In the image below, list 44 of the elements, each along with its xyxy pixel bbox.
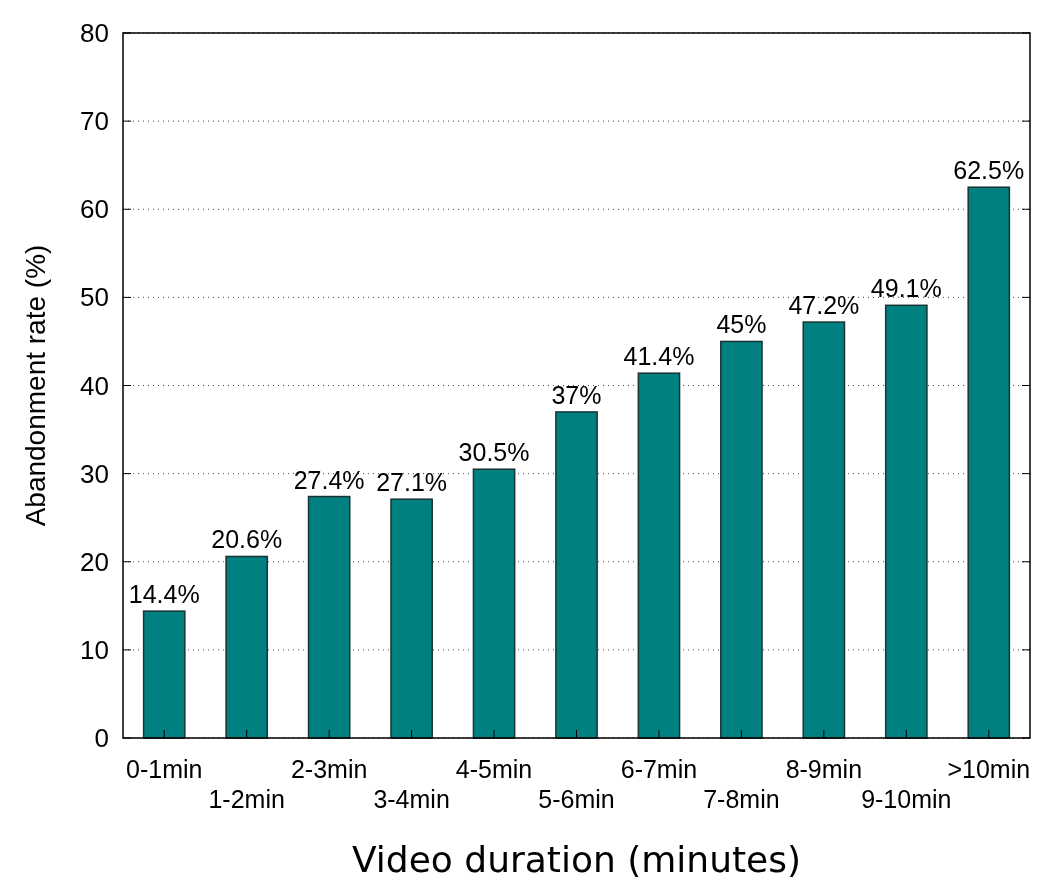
y-tick-label: 40	[80, 370, 109, 401]
y-tick-label: 20	[80, 546, 109, 577]
bar	[555, 411, 598, 739]
bar	[225, 555, 269, 739]
data-label: 62.5%	[953, 156, 1025, 185]
y-tick-label: 70	[80, 106, 109, 137]
y-tick-label: 80	[80, 18, 109, 49]
y-tick-label: 10	[80, 634, 109, 665]
x-tick-label: 1-2min	[208, 785, 285, 813]
data-label: 49.1%	[870, 274, 942, 303]
x-tick-label: 6-7min	[620, 755, 698, 783]
bar	[802, 321, 846, 739]
x-tick-label: 5-6min	[538, 785, 615, 813]
y-tick-label: 0	[94, 723, 109, 754]
y-axis-title: Abandonment rate (%)	[20, 244, 51, 527]
data-label: 20.6%	[211, 525, 283, 554]
x-tick-label: 8-9min	[785, 755, 863, 783]
data-label: 45%	[716, 310, 767, 339]
x-axis-title: Video duration (minutes)	[351, 839, 802, 880]
data-label: 14.4%	[128, 580, 200, 609]
data-label: 47.2%	[788, 291, 860, 320]
x-tick-label: >10min	[947, 755, 1031, 783]
bar	[307, 495, 351, 739]
data-label: 27.4%	[293, 465, 365, 494]
data-label: 27.1%	[376, 468, 448, 497]
x-tick-label: 0-1min	[126, 755, 203, 783]
x-tick-label: 9-10min	[861, 785, 952, 813]
bar	[472, 468, 516, 739]
data-label: 37%	[551, 380, 602, 409]
x-tick-label: 3-4min	[373, 785, 450, 813]
bar	[967, 186, 1011, 739]
data-label: 41.4%	[623, 342, 695, 371]
y-tick-label: 50	[80, 282, 109, 313]
x-tick-label: 2-3min	[290, 755, 368, 783]
y-tick-label: 60	[80, 194, 109, 225]
bar	[720, 340, 763, 739]
data-label: 30.5%	[458, 438, 530, 467]
bar	[884, 304, 928, 739]
x-tick-label: 7-8min	[703, 785, 780, 813]
bar	[142, 610, 186, 739]
x-tick-label: 4-5min	[455, 755, 533, 783]
y-tick-label: 30	[80, 458, 109, 489]
bar	[390, 498, 433, 739]
bar	[637, 372, 681, 739]
